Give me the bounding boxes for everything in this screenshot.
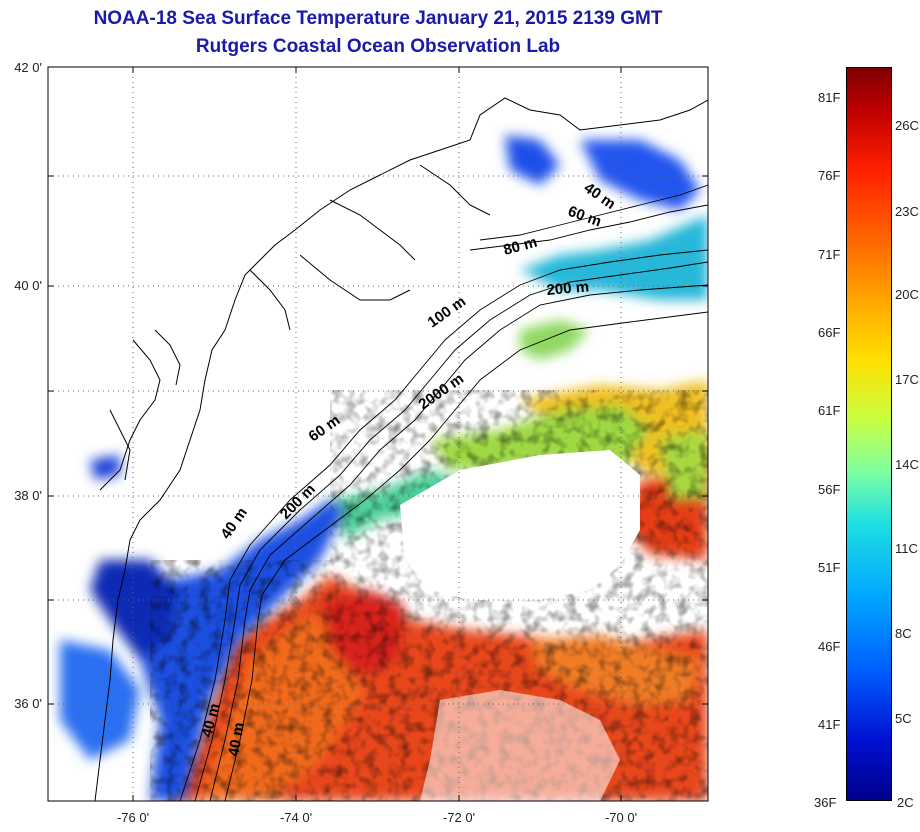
- contour-label: 40 m: [225, 721, 248, 758]
- map-title: NOAA-18 Sea Surface Temperature January …: [93, 8, 663, 29]
- lon-label: -74 0': [280, 810, 312, 825]
- colorbar-label-f: 51F: [818, 560, 841, 575]
- colorbar-label-f: 81F: [818, 90, 841, 105]
- lon-label: -72 0': [443, 810, 475, 825]
- colorbar-label-c: 2C: [897, 795, 914, 810]
- colorbar-label-f: 61F: [818, 403, 841, 418]
- lat-label: 42 0': [14, 60, 42, 75]
- colorbar-label-f: 66F: [818, 325, 841, 340]
- color-scale-bar: [846, 67, 892, 801]
- contour-label: 200 m: [546, 278, 590, 299]
- lat-label: 36 0': [14, 696, 42, 711]
- colorbar-label-f: 71F: [818, 247, 841, 262]
- colorbar-label-c: 5C: [895, 711, 912, 726]
- colorbar-label-c: 14C: [895, 457, 919, 472]
- colorbar-label-f: 56F: [818, 482, 841, 497]
- colorbar-label-c: 8C: [895, 626, 912, 641]
- colorbar-label-c: 23C: [895, 204, 919, 219]
- lat-label: 40 0': [14, 278, 42, 293]
- coastline: [94, 97, 708, 801]
- colorbar-label-c: 17C: [895, 372, 919, 387]
- colorbar-label-f: 41F: [818, 717, 841, 732]
- lon-label: -76 0': [117, 810, 149, 825]
- bathymetry-contours: [179, 184, 708, 801]
- colorbar-label-c: 11C: [895, 541, 918, 556]
- lat-label: 38 0': [14, 488, 42, 503]
- map-subtitle: Rutgers Coastal Ocean Observation Lab: [195, 36, 561, 57]
- colorbar-label-c: 26C: [895, 118, 919, 133]
- sst-field: [48, 67, 708, 801]
- colorbar-label-f: 76F: [818, 168, 841, 183]
- axis-ticks: [48, 67, 708, 801]
- colorbar-label-f: 36F: [814, 795, 837, 810]
- lon-label: -70 0': [605, 810, 637, 825]
- colorbar-label-f: 46F: [818, 639, 841, 654]
- colorbar-label-c: 20C: [895, 287, 919, 302]
